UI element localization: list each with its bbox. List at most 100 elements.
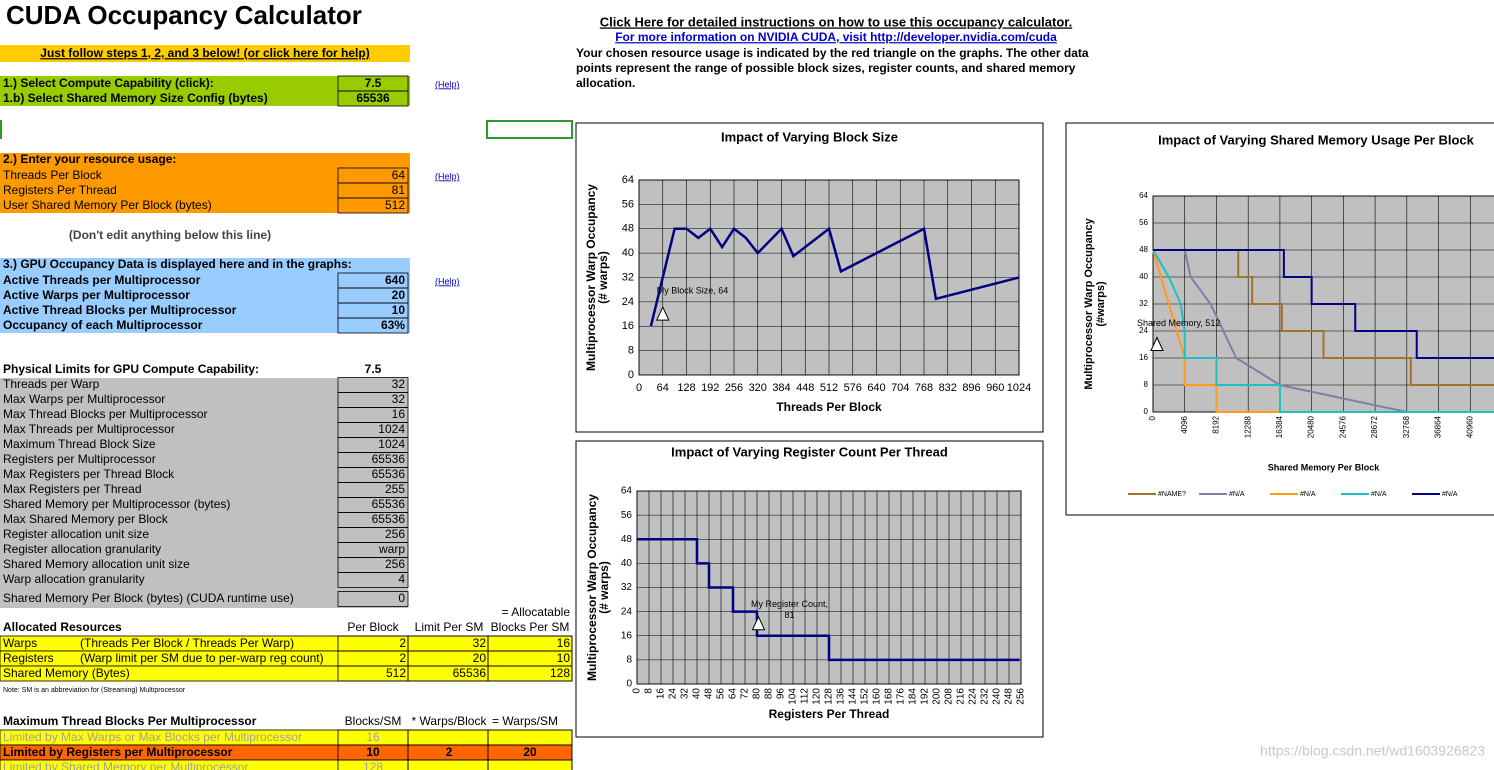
limit-label: Shared Memory allocation unit size [3, 557, 190, 571]
y-tick-label: 64 [621, 486, 633, 497]
x-tick-label: 24576 [1338, 415, 1347, 438]
value-cell [337, 197, 409, 214]
column-header: Blocks/SM [345, 714, 402, 728]
limit-value: 10 [366, 745, 380, 759]
data-line [1153, 249, 1494, 386]
limit-reason: Limited by Shared Memory per Multiproces… [3, 760, 248, 770]
input-label: User Shared Memory Per Block (bytes) [3, 198, 212, 212]
x-tick-label: 16384 [1275, 415, 1284, 438]
resource-value: 128 [550, 666, 570, 680]
y-tick-label: 24 [1139, 326, 1148, 335]
column-header: = Warps/SM [492, 714, 558, 728]
x-tick-label: 168 [884, 688, 895, 705]
x-tick-label: 232 [980, 688, 991, 705]
x-tick-label: 28672 [1370, 415, 1379, 438]
instructions-link[interactable]: Click Here for detailed instructions on … [600, 14, 1072, 29]
marker-label: 81 [784, 610, 794, 620]
y-tick-label: 24 [621, 606, 633, 617]
x-tick-label: 112 [800, 688, 811, 704]
x-tick-label: 0 [632, 688, 643, 694]
steps-banner[interactable]: Just follow steps 1, 2, and 3 below! (or… [40, 46, 369, 60]
y-tick-label: 16 [621, 630, 633, 641]
y-tick-label: 16 [622, 320, 634, 332]
input-value[interactable]: 64 [392, 168, 406, 182]
y-axis-label: (#warps) [1095, 281, 1107, 327]
limit-label: Max Shared Memory per Block [3, 512, 169, 526]
help-link[interactable]: (Help) [435, 79, 460, 89]
limit-label: Register allocation granularity [3, 542, 161, 556]
x-tick-label: 20480 [1307, 415, 1316, 438]
x-tick-label: 32768 [1402, 415, 1411, 438]
limit-value: 65536 [372, 452, 406, 466]
y-tick-label: 0 [1144, 407, 1149, 416]
watermark: https://blog.csdn.net/wd1603926823 [1260, 743, 1485, 759]
current-marker [655, 305, 670, 321]
x-tick-label: 64 [728, 688, 739, 700]
x-tick-label: 960 [986, 382, 1004, 394]
x-tick-label: 640 [867, 382, 885, 394]
legend-label: #N/A [1229, 491, 1245, 498]
limit-label: Shared Memory per Multiprocessor (bytes) [3, 497, 230, 511]
limit-label: Maximum Thread Block Size [3, 437, 156, 451]
data-line [1152, 249, 1494, 413]
x-tick-label: 240 [992, 688, 1003, 705]
x-tick-label: 80 [752, 688, 763, 700]
x-tick-label: 40960 [1465, 415, 1474, 438]
y-tick-label: 64 [622, 174, 634, 186]
limit-value: 65536 [372, 467, 406, 481]
instructions-text: Your chosen resource usage is indicated … [576, 46, 1089, 90]
cuda-link[interactable]: For more information on NVIDIA CUDA, vis… [615, 30, 1057, 44]
help-link[interactable]: (Help) [435, 276, 460, 286]
selected-cell[interactable] [486, 120, 573, 139]
limit-value: 1024 [378, 437, 405, 451]
value-cell [337, 317, 409, 334]
capability-value: 7.5 [365, 362, 382, 376]
x-tick-label: 576 [844, 382, 862, 394]
x-tick-label: 184 [908, 688, 919, 705]
input-value[interactable]: 512 [385, 198, 405, 212]
y-tick-label: 8 [1144, 380, 1149, 389]
limit-label: Warp allocation granularity [3, 572, 145, 586]
resource-label: Warps [3, 636, 37, 650]
y-tick-label: 64 [1139, 191, 1148, 200]
step3-block [0, 258, 410, 333]
x-tick-label: 1024 [1007, 382, 1031, 394]
y-axis-label: Multiprocessor Warp Occupancy [1083, 217, 1095, 389]
limits-block [0, 378, 408, 608]
limit-value: 32 [392, 377, 406, 391]
limit-value: 256 [385, 557, 405, 571]
y-tick-label: 8 [626, 655, 632, 666]
limit-value: 256 [385, 527, 405, 541]
limit-label: Shared Memory Per Block (bytes) (CUDA ru… [3, 591, 294, 605]
x-tick-label: 16 [656, 688, 667, 700]
limit-label: Max Registers per Thread Block [3, 467, 175, 481]
help-link[interactable]: (Help) [435, 171, 460, 181]
y-tick-label: 56 [621, 510, 633, 521]
calculator-title: CUDA Occupancy Calculator [6, 0, 362, 30]
x-tick-label: 88 [764, 688, 775, 700]
x-tick-label: 256 [725, 382, 743, 394]
limit-value: 65536 [372, 497, 406, 511]
limit-value: 128 [363, 760, 383, 770]
x-tick-label: 136 [836, 688, 847, 705]
x-tick-label: 8192 [1212, 415, 1221, 433]
input-value[interactable]: 81 [392, 183, 406, 197]
value-cell [487, 665, 573, 682]
current-marker [1150, 336, 1164, 351]
x-tick-label: 152 [860, 688, 871, 705]
data-line [1153, 249, 1494, 413]
resource-value: 20 [473, 651, 487, 665]
resource-value: 512 [386, 666, 406, 680]
limit-label: Threads per Warp [3, 377, 100, 391]
resource-value: 10 [557, 651, 571, 665]
limit-value: 32 [392, 392, 406, 406]
legend-label: #NAME? [1158, 491, 1186, 498]
limit-value: 4 [398, 572, 405, 586]
limit-label: Register allocation unit size [3, 527, 149, 541]
x-tick-label: 36864 [1434, 415, 1443, 438]
x-tick-label: 96 [776, 688, 787, 700]
limit-value: 16 [392, 407, 406, 421]
legend-label: #N/A [1371, 491, 1387, 498]
result-label: Active Warps per Multiprocessor [3, 288, 190, 302]
